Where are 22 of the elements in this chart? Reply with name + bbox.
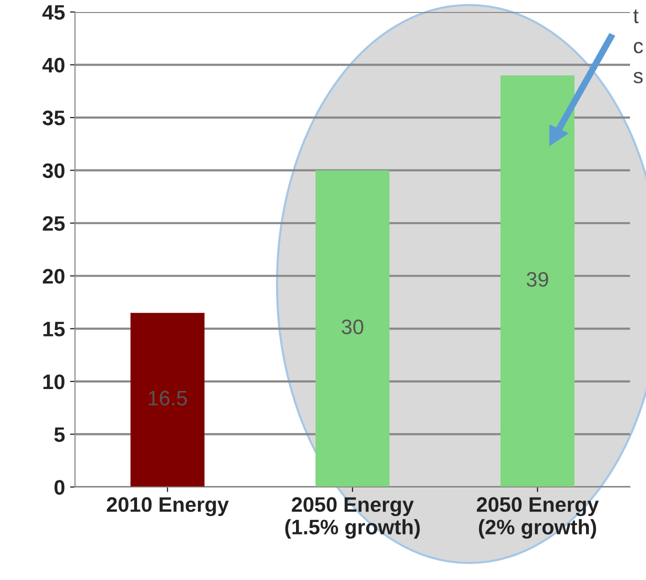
y-tick-label: 35 (42, 110, 65, 126)
x-tick-label: 2010 Energy (106, 497, 229, 516)
y-tick-label: 40 (42, 58, 64, 73)
data-label: 39 (526, 272, 548, 287)
bar (316, 170, 390, 487)
y-tick-label: 10 (43, 374, 64, 390)
y-tick-label: 5 (54, 427, 65, 442)
text: c (634, 42, 643, 54)
y-tick-label: 15 (43, 322, 65, 336)
text: s (634, 72, 643, 84)
text: t (633, 10, 639, 24)
y-tick-label: 25 (42, 216, 65, 231)
data-label: 30 (342, 320, 364, 334)
bar (130, 312, 204, 487)
x-tick-label: 2050 Energy (1.5% growth) (285, 497, 420, 539)
y-tick-label: 0 (54, 480, 64, 495)
y-tick-label: 45 (42, 5, 65, 20)
bar (500, 75, 574, 487)
y-tick-label: 20 (42, 268, 64, 284)
x-tick-label: 2050 Energy (2% growth) (476, 497, 599, 539)
data-label: 16.5 (148, 390, 187, 406)
y-tick-label: 30 (42, 163, 64, 178)
